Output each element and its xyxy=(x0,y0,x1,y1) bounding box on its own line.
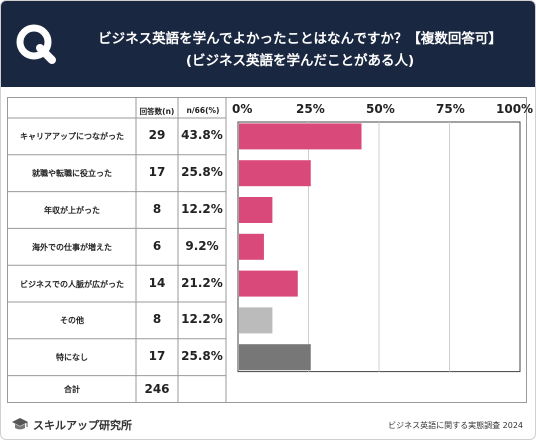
percent-value: 25.8% xyxy=(181,349,223,364)
percent-value: 9.2% xyxy=(185,238,219,253)
bar xyxy=(239,307,273,334)
percent-value: 12.2% xyxy=(181,312,223,327)
category-label: 海外での仕事が増えた xyxy=(32,242,112,252)
bar-chart-svg xyxy=(8,98,521,402)
total-label: 合計 xyxy=(64,385,80,394)
bar xyxy=(239,344,311,371)
count-value: 17 xyxy=(148,349,166,364)
percent-value: 21.2% xyxy=(181,275,223,290)
bar xyxy=(239,197,273,223)
percent-value: 12.2% xyxy=(181,202,223,216)
brand-name: スキルアップ研究所 xyxy=(33,419,132,432)
chart-title: ビジネス英語を学んでよかったことはなんですか？【複数回答可】 xyxy=(98,31,502,47)
count-value: 14 xyxy=(148,275,166,290)
col-header-count: 回答数(n) xyxy=(139,107,175,116)
count-value: 6 xyxy=(152,238,162,253)
tick-label: 100% xyxy=(496,102,534,116)
count-value: 17 xyxy=(148,165,166,180)
col-header-percent: n/66(%) xyxy=(186,106,220,115)
tick-label: 75% xyxy=(436,102,465,116)
bar xyxy=(239,270,298,297)
count-value: 8 xyxy=(152,202,162,216)
tick-label: 0% xyxy=(232,102,253,116)
bar xyxy=(239,160,311,187)
tick-label: 25% xyxy=(296,102,325,116)
category-label: その他 xyxy=(60,316,84,326)
data-table: 回答数(n) n/66(%) 0% 25% 50% 75% 100% キャリアア… xyxy=(7,97,533,403)
bar xyxy=(239,233,264,260)
tick-label: 50% xyxy=(366,102,395,116)
survey-source: ビジネス英語に関する実態調査 2024 xyxy=(388,421,523,430)
header-banner: ビジネス英語を学んでよかったことはなんですか？【複数回答可】 (ビジネス英語を学… xyxy=(1,1,535,87)
category-label: キャリアアップにつながった xyxy=(20,132,124,142)
category-label: ビジネスでの人脈が広がった xyxy=(20,279,124,289)
question-q-icon xyxy=(16,24,56,64)
count-value: 29 xyxy=(148,128,166,143)
graduation-cap-icon xyxy=(12,418,28,430)
category-label: 年収が上がった xyxy=(44,206,100,215)
category-label: 就職や転職に役立った xyxy=(32,169,112,179)
chart-subtitle: (ビジネス英語を学んだことがある人) xyxy=(185,53,415,69)
percent-value: 43.8% xyxy=(181,128,223,143)
brand-logo: スキルアップ研究所 xyxy=(11,415,132,435)
percent-value: 25.8% xyxy=(181,165,223,180)
bar xyxy=(239,123,362,150)
total-value: 246 xyxy=(144,382,170,396)
category-label: 特になし xyxy=(56,353,88,363)
count-value: 8 xyxy=(152,312,162,327)
